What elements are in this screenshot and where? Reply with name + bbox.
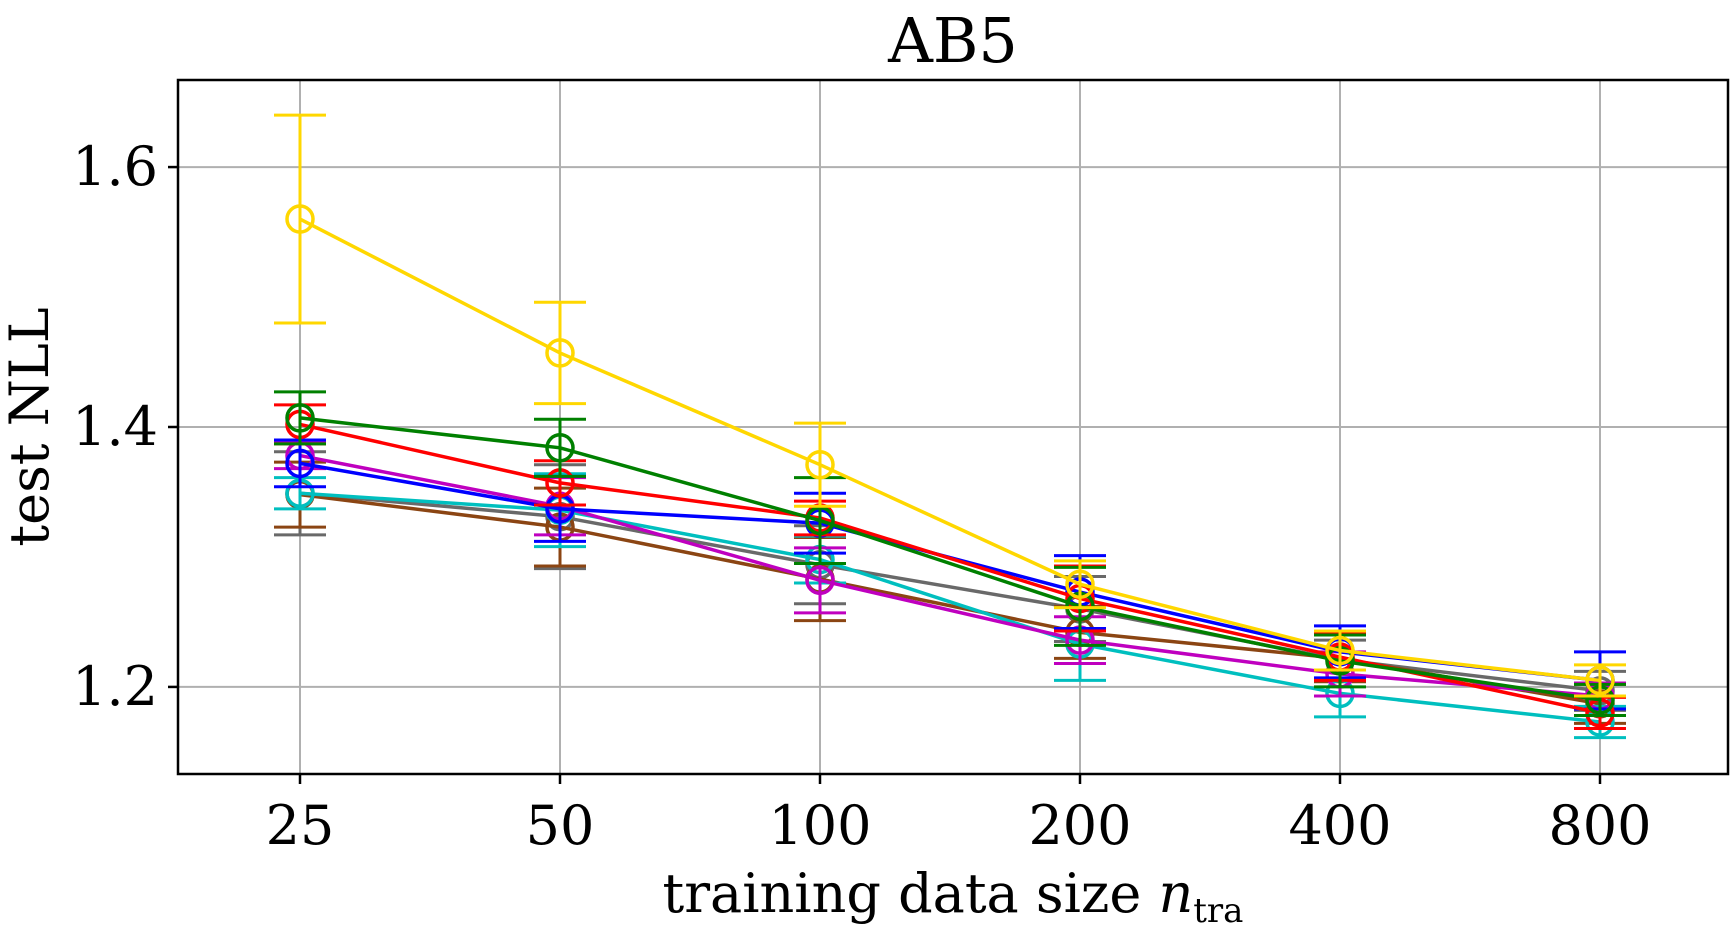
x-tick-label: 25 — [266, 794, 335, 857]
x-tick-label: 200 — [1028, 794, 1131, 857]
chart-title: AB5 — [887, 4, 1018, 77]
series-line — [299, 491, 1601, 724]
x-tick-label: 50 — [526, 794, 595, 857]
x-axis-label: training data size ntra — [663, 862, 1244, 931]
data-point — [1065, 569, 1095, 600]
x-axis-label-main: training data size — [663, 862, 1159, 925]
series-line — [299, 217, 1601, 683]
data-point — [805, 565, 835, 596]
data-point — [285, 204, 315, 234]
series-green — [274, 390, 1626, 718]
x-tick-label: 400 — [1288, 794, 1391, 857]
y-tick-label: 1.4 — [72, 395, 158, 458]
data-point — [285, 403, 315, 433]
series-line — [299, 416, 1601, 702]
series-line — [299, 461, 1601, 683]
y-axis-label: test NLL — [0, 307, 61, 546]
series-brown — [274, 460, 1626, 725]
x-tick-label: 800 — [1548, 794, 1651, 857]
data-point — [545, 338, 575, 368]
data-point — [1585, 665, 1615, 696]
data-point — [545, 433, 575, 463]
series-line — [299, 453, 1601, 698]
tick-layer: 25 50 100 200 400 800 1.2 1.4 1.6 — [72, 135, 1651, 857]
grid-layer — [178, 80, 1728, 774]
series-yellow — [274, 113, 1626, 698]
series-layer — [274, 113, 1626, 740]
data-point — [285, 448, 315, 479]
y-tick-label: 1.2 — [72, 655, 158, 718]
x-axis-label-subscript: tra — [1193, 891, 1243, 931]
data-point — [805, 449, 835, 480]
x-axis-label-var: n — [1158, 862, 1193, 925]
y-tick-label: 1.6 — [72, 135, 158, 198]
x-tick-label: 100 — [768, 794, 871, 857]
data-point — [1325, 635, 1355, 666]
